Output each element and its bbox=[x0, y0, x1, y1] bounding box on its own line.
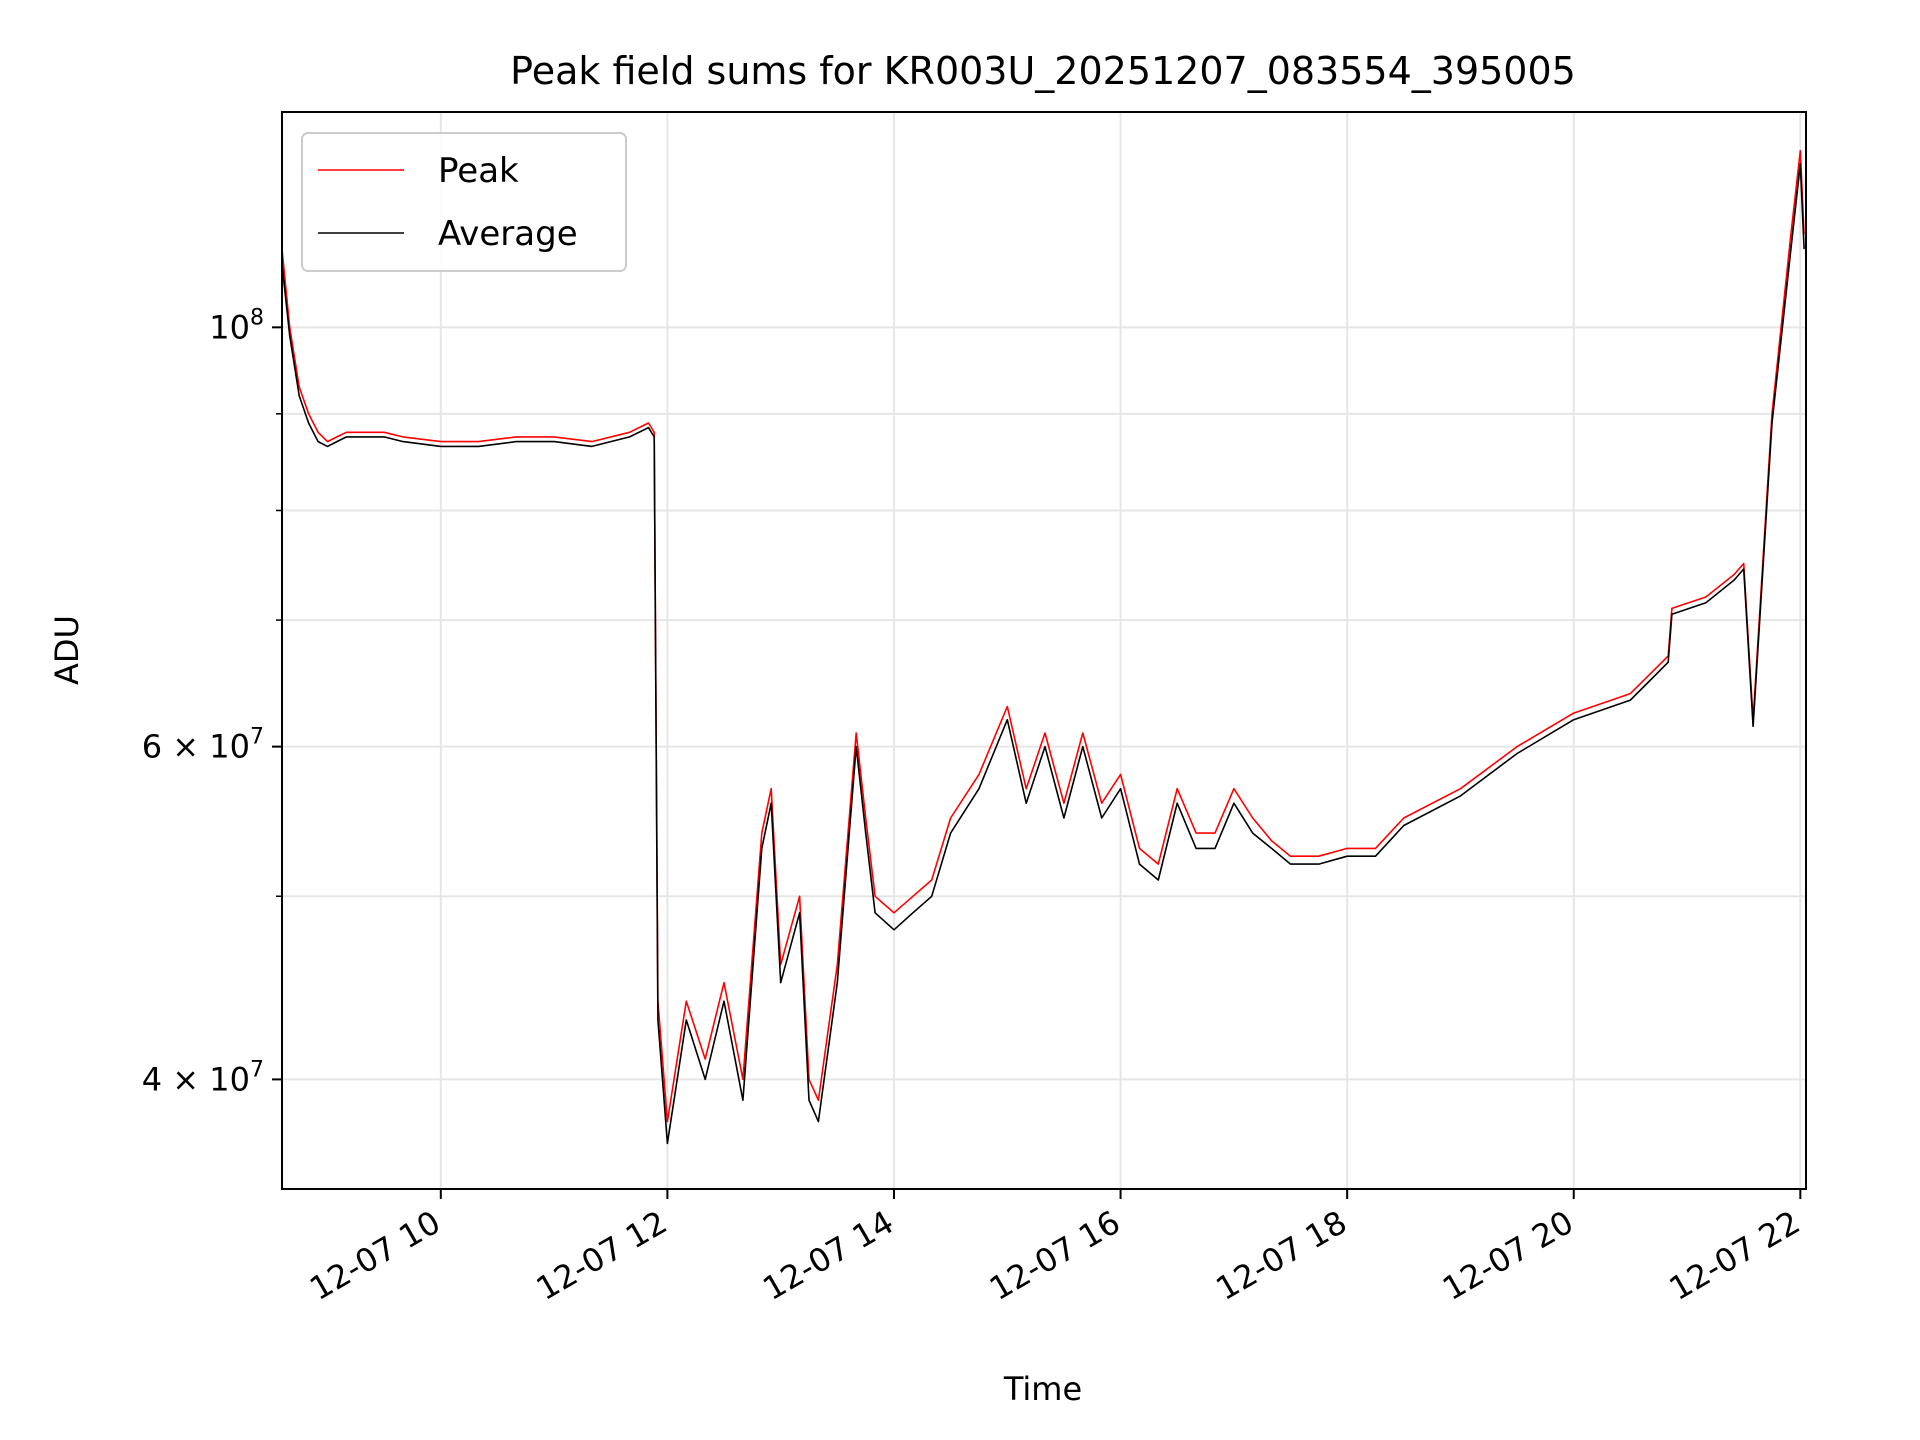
legend-label-peak: Peak bbox=[438, 151, 519, 191]
legend: Peak Average bbox=[301, 132, 627, 272]
chart-title: Peak field sums for KR003U_20251207_0835… bbox=[510, 49, 1576, 93]
y-tick-label: 6 × 107 bbox=[142, 725, 264, 766]
plot-frame bbox=[281, 111, 1807, 1190]
y-tick-label: 4 × 107 bbox=[142, 1057, 264, 1098]
legend-label-average: Average bbox=[438, 214, 578, 254]
x-axis-label: Time bbox=[1003, 1370, 1082, 1408]
grid bbox=[282, 112, 1806, 1189]
series-line-average bbox=[281, 163, 1805, 1145]
y-axis: 108 6 × 107 4 × 107 bbox=[142, 305, 282, 1098]
series-layer bbox=[281, 150, 1805, 1145]
y-tick-label: 108 bbox=[209, 305, 264, 346]
series-line-peak bbox=[281, 150, 1805, 1123]
legend-box bbox=[301, 132, 627, 272]
y-axis-label: ADU bbox=[48, 615, 86, 685]
